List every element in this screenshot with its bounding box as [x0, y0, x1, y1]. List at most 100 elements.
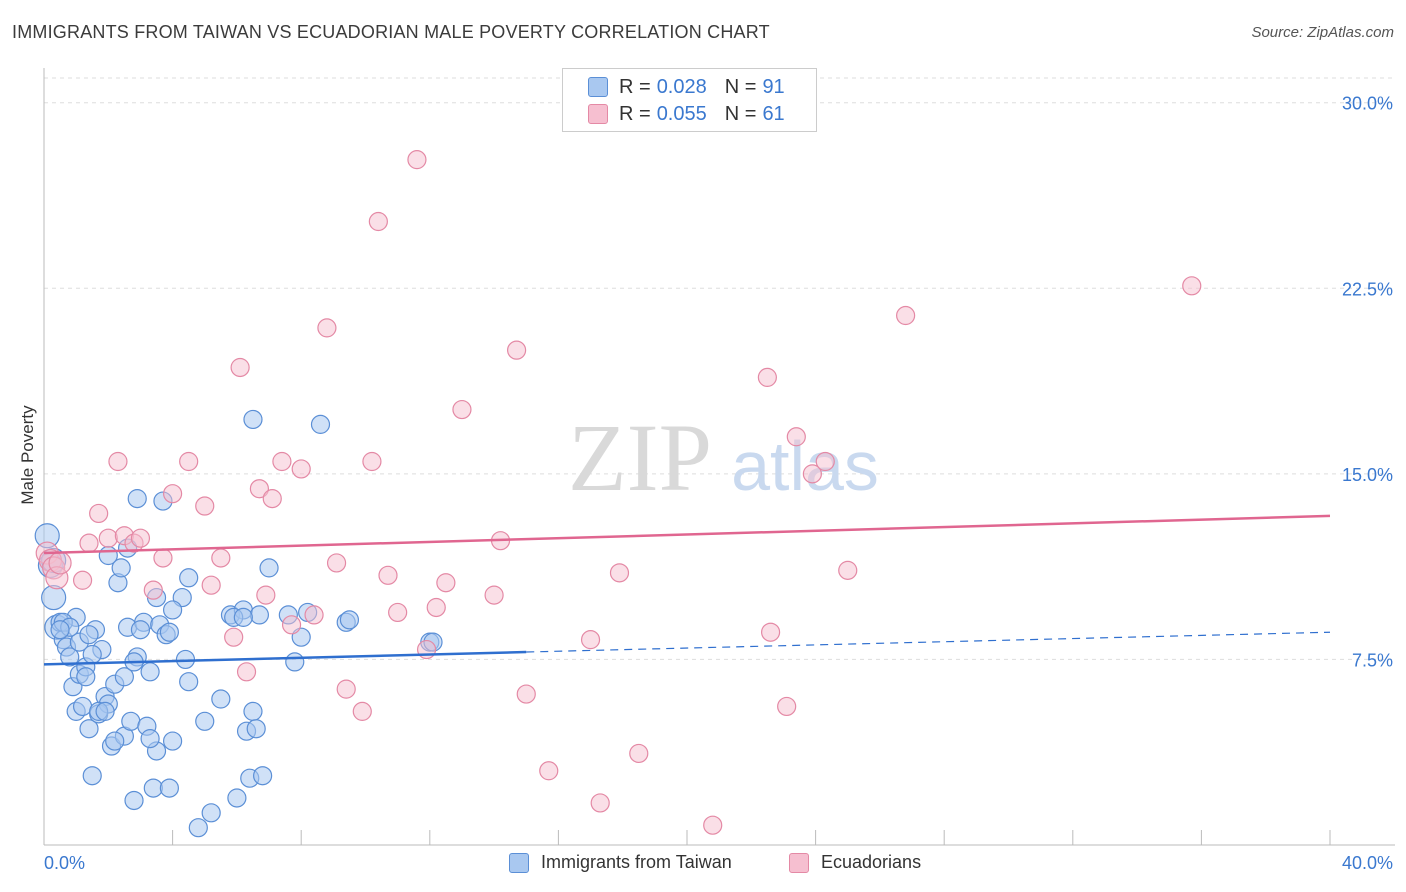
- series-taiwan-points: [34, 409, 443, 838]
- ecuadorian-point: [362, 451, 382, 472]
- x-tick-label: 0.0%: [44, 853, 85, 873]
- taiwan-point: [114, 667, 134, 687]
- bottom-legend-taiwan: Immigrants from Taiwan: [509, 852, 732, 873]
- taiwan-point: [163, 731, 183, 751]
- taiwan-point: [95, 701, 115, 721]
- ecuadorian-point: [256, 585, 276, 605]
- ecuadorian-point: [89, 503, 109, 524]
- taiwan-point: [285, 652, 305, 672]
- ecuadorian-point: [407, 150, 427, 170]
- taiwan-point: [124, 790, 144, 811]
- ecuadorian-point: [516, 684, 536, 704]
- ecuadorian-point: [896, 305, 916, 326]
- ecuadorian-point: [326, 553, 347, 573]
- taiwan-point: [121, 711, 141, 731]
- ecuadorian-point: [786, 427, 806, 447]
- legend-n-label: N =: [724, 102, 757, 125]
- ecuadorian-point: [179, 451, 199, 472]
- ecuadorian-point: [249, 479, 270, 499]
- ecuadorian-point: [224, 627, 244, 647]
- bottom-legend-swatch-blue: [509, 852, 529, 873]
- legend-box: R = 0.028 N = 91 R = 0.055 N = 61: [562, 68, 817, 132]
- taiwan-point: [227, 788, 247, 808]
- ecuadorian-point: [48, 551, 72, 575]
- ecuadorian-point: [609, 563, 630, 583]
- taiwan-point: [159, 622, 179, 642]
- ecuadorian-point: [236, 662, 257, 682]
- taiwan-point: [82, 766, 102, 786]
- y-tick-label: 15.0%: [1342, 465, 1393, 485]
- y-tick-label: 7.5%: [1352, 650, 1393, 670]
- ecuadorian-point: [777, 696, 797, 717]
- legend-row-taiwan: R = 0.028 N = 91: [588, 75, 785, 98]
- taiwan-point: [140, 662, 160, 682]
- bottom-legend-ecuadorian: Ecuadorians: [789, 852, 921, 873]
- series-ecuadorian-points: [35, 150, 1202, 835]
- bottom-legend-label: Immigrants from Taiwan: [541, 852, 732, 872]
- taiwan-point: [339, 610, 360, 630]
- ecuadorian-point: [703, 815, 723, 835]
- ecuadorian-point: [262, 489, 282, 509]
- tick-labels: 7.5% 15.0% 22.5% 30.0% 0.0% 40.0%: [44, 94, 1393, 873]
- taiwan-point: [143, 778, 163, 798]
- ecuadorian-point: [838, 560, 858, 580]
- taiwan-point: [179, 568, 199, 588]
- legend-swatch-pink: [588, 104, 608, 124]
- ecuadorian-point: [143, 580, 163, 600]
- legend-swatch-blue: [588, 77, 608, 97]
- trend-lines: [43, 514, 1331, 666]
- taiwan-point: [211, 689, 231, 709]
- ecuadorian-point: [72, 570, 93, 590]
- axes: [43, 68, 1395, 846]
- ecuadorian-point: [815, 451, 835, 472]
- ecuadorian-point: [291, 459, 311, 479]
- legend-n-value: 91: [762, 75, 785, 98]
- taiwan-point: [201, 803, 221, 823]
- taiwan-point: [41, 584, 67, 611]
- ecuadorian-point: [590, 793, 610, 813]
- ecuadorian-point: [629, 743, 649, 764]
- chart-title: IMMIGRANTS FROM TAIWAN VS ECUADORIAN MAL…: [12, 22, 770, 42]
- taiwan-point: [130, 620, 151, 640]
- ecuadorian-trend-line: [43, 514, 1331, 555]
- ecuadorian-point: [436, 573, 456, 593]
- ecuadorian-point: [580, 630, 601, 650]
- ecuadorian-point: [317, 318, 337, 338]
- legend-r-label: R =: [619, 75, 651, 98]
- taiwan-point: [72, 696, 93, 717]
- taiwan-point: [76, 667, 96, 687]
- ecuadorian-point: [507, 340, 527, 360]
- legend-row-ecuadorian: R = 0.055 N = 61: [588, 102, 785, 125]
- y-tick-label: 30.0%: [1342, 94, 1393, 114]
- ecuadorian-point: [108, 451, 128, 472]
- taiwan-point: [243, 409, 263, 430]
- taiwan-point: [159, 778, 179, 798]
- taiwan-trend-extension: [526, 631, 1331, 653]
- taiwan-point: [243, 701, 263, 721]
- ecuadorian-point: [79, 533, 99, 553]
- ecuadorian-point: [304, 605, 324, 625]
- ecuadorian-point: [163, 484, 183, 504]
- ecuadorian-point: [802, 464, 822, 484]
- legend-r-value: 0.028: [656, 75, 707, 98]
- legend-n-value: 61: [762, 102, 785, 125]
- taiwan-point: [60, 647, 80, 667]
- taiwan-point: [79, 719, 99, 739]
- ecuadorian-point: [98, 528, 118, 548]
- ecuadorian-point: [336, 679, 356, 699]
- ecuadorian-point: [760, 622, 781, 642]
- ecuadorian-point: [201, 575, 221, 595]
- taiwan-point: [246, 719, 266, 739]
- taiwan-point: [179, 672, 199, 692]
- taiwan-point: [249, 605, 270, 625]
- legend-r-label: R =: [619, 102, 651, 125]
- taiwan-point: [163, 600, 183, 620]
- ecuadorian-point: [539, 761, 559, 781]
- taiwan-point: [105, 731, 125, 751]
- taiwan-point: [82, 644, 102, 665]
- bottom-legend-swatch-pink: [789, 852, 809, 873]
- taiwan-point: [188, 818, 208, 838]
- watermark-zip: ZIP: [568, 404, 712, 511]
- ecuadorian-point: [388, 602, 408, 623]
- taiwan-point: [233, 607, 253, 627]
